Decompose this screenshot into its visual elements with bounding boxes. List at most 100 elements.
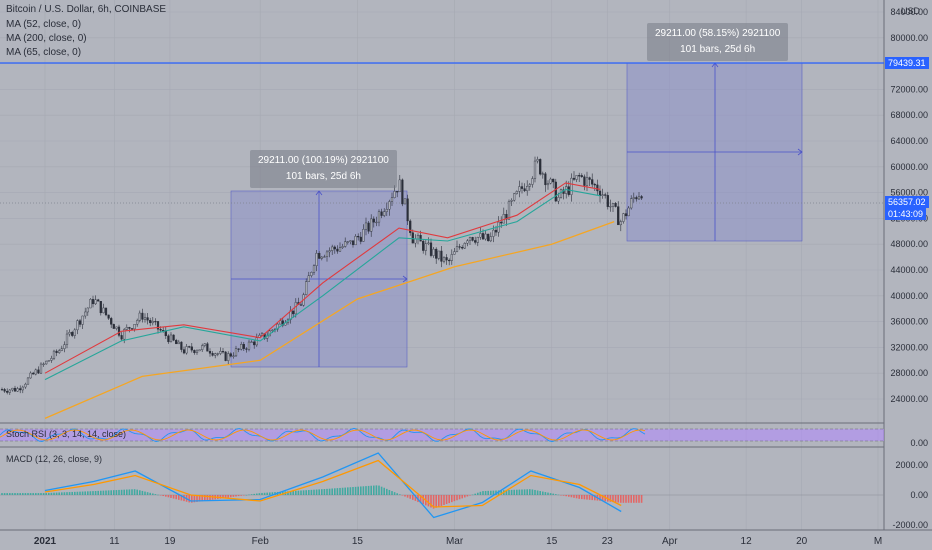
- macd-histogram-bar: [35, 493, 37, 495]
- candle-body: [557, 197, 560, 202]
- candle-body: [336, 248, 339, 252]
- macd-histogram-bar: [601, 495, 604, 502]
- candle-body: [640, 196, 643, 199]
- macd-histogram-bar: [87, 491, 89, 495]
- candle-body: [614, 203, 617, 207]
- macd-histogram-bar: [479, 491, 482, 495]
- candle-body: [377, 211, 381, 223]
- candle-body: [372, 218, 375, 223]
- candle-body: [429, 242, 433, 256]
- macd-signal-line[interactable]: [44, 459, 622, 508]
- measure-label-1-line2: 101 bars, 25d 6h: [285, 171, 361, 182]
- candle-body: [401, 179, 404, 205]
- candle-body: [380, 211, 383, 216]
- candle-body: [325, 251, 329, 257]
- legend-stoch-rsi[interactable]: Stoch RSI (3, 3, 14, 14, close): [6, 429, 127, 439]
- macd-histogram-bar: [136, 489, 138, 495]
- price-tick-label: 32000.00: [890, 342, 928, 352]
- macd-histogram-bar: [349, 487, 352, 495]
- candle-body: [593, 184, 596, 186]
- ma200-line[interactable]: [44, 220, 615, 419]
- candle-body: [518, 186, 521, 192]
- macd-histogram-bar: [326, 488, 328, 495]
- candle-body: [175, 340, 178, 345]
- legend-ma52[interactable]: MA (52, close, 0): [6, 19, 82, 30]
- candle-body: [523, 188, 526, 192]
- candle-body: [3, 389, 6, 392]
- candle-body: [416, 235, 420, 239]
- macd-histogram-bar: [339, 487, 341, 495]
- candle-body: [435, 248, 438, 259]
- macd-histogram-bar: [539, 491, 541, 495]
- macd-histogram-bar: [568, 495, 570, 497]
- candle-body: [533, 160, 537, 179]
- candle-body: [419, 235, 422, 242]
- candle-body: [125, 327, 128, 330]
- candle-body: [310, 272, 313, 276]
- macd-histogram-bar: [523, 489, 526, 495]
- measure-tool-2[interactable]: [626, 62, 803, 242]
- macd-histogram-bar: [100, 490, 102, 495]
- ma52-line[interactable]: [44, 182, 601, 374]
- candle-body: [388, 201, 391, 210]
- candle-body: [32, 372, 35, 375]
- candle-body: [11, 387, 14, 391]
- measure-label-2-line1: 29211.00 (58.15%) 2921100: [655, 28, 781, 39]
- macd-histogram-bar: [500, 490, 502, 495]
- macd-histogram-bar: [29, 493, 32, 495]
- stoch-axis[interactable]: 0.00: [910, 438, 928, 448]
- macd-histogram-bar: [191, 495, 193, 503]
- price-tick-label: 64000.00: [890, 136, 928, 146]
- candle-body: [255, 337, 258, 346]
- macd-histogram-bar: [547, 492, 549, 495]
- time-tick-label: 2021: [34, 536, 57, 547]
- macd-histogram-bar: [414, 495, 417, 501]
- macd-histogram-bar: [107, 490, 110, 495]
- macd-histogram-bar: [521, 489, 523, 495]
- legend-ma65[interactable]: MA (65, close, 0): [6, 47, 82, 58]
- macd-histogram-bar: [310, 489, 313, 495]
- candle-body: [505, 214, 508, 220]
- candle-body: [598, 190, 602, 196]
- currency-label[interactable]: USD: [900, 6, 920, 16]
- macd-histogram-bar: [518, 489, 521, 495]
- candle-body: [292, 310, 295, 315]
- macd-histogram-bar: [300, 490, 302, 495]
- macd-histogram-bar: [469, 495, 471, 496]
- macd-axis[interactable]: 2000.00 0.00 -2000.00: [892, 460, 928, 530]
- macd-histogram-bar: [360, 486, 362, 495]
- candle-body: [489, 236, 492, 242]
- macd-histogram-bar: [404, 495, 406, 497]
- candle-body: [169, 334, 173, 343]
- stoch-tick-label: 0.00: [910, 438, 928, 448]
- candle-body: [487, 233, 490, 242]
- candle-body: [440, 250, 443, 262]
- macd-line[interactable]: [44, 452, 622, 519]
- macd-histogram-bar: [16, 493, 19, 495]
- price-tick-label: 56000.00: [890, 188, 928, 198]
- candle-body: [177, 341, 180, 345]
- candle-body: [476, 237, 479, 243]
- legend-macd[interactable]: MACD (12, 26, close, 9): [6, 454, 103, 464]
- macd-histogram-bar: [74, 491, 76, 495]
- macd-histogram[interactable]: [1, 485, 643, 509]
- candle-body: [466, 240, 469, 244]
- macd-histogram-bar: [11, 493, 14, 495]
- macd-histogram-bar: [443, 495, 445, 505]
- macd-histogram-bar: [289, 491, 292, 495]
- macd-histogram-bar: [305, 490, 307, 495]
- symbol-title: Bitcoin / U.S. Dollar, 6h, COINBASE: [6, 4, 167, 15]
- candle-body: [13, 387, 17, 392]
- stoch-d-line[interactable]: [0, 429, 646, 441]
- time-axis[interactable]: 2021 11 19 Feb 15 Mar 15 23 Apr 12 20 M: [34, 536, 882, 547]
- candle-body: [331, 246, 334, 251]
- candle-body: [227, 353, 230, 361]
- ma65-line[interactable]: [44, 188, 601, 381]
- candle-body: [193, 349, 196, 354]
- candle-body: [232, 355, 235, 357]
- candle-body: [320, 256, 323, 259]
- legend-ma200[interactable]: MA (200, close, 0): [6, 33, 87, 44]
- macd-histogram-bar: [188, 495, 190, 503]
- candle-body: [359, 236, 362, 242]
